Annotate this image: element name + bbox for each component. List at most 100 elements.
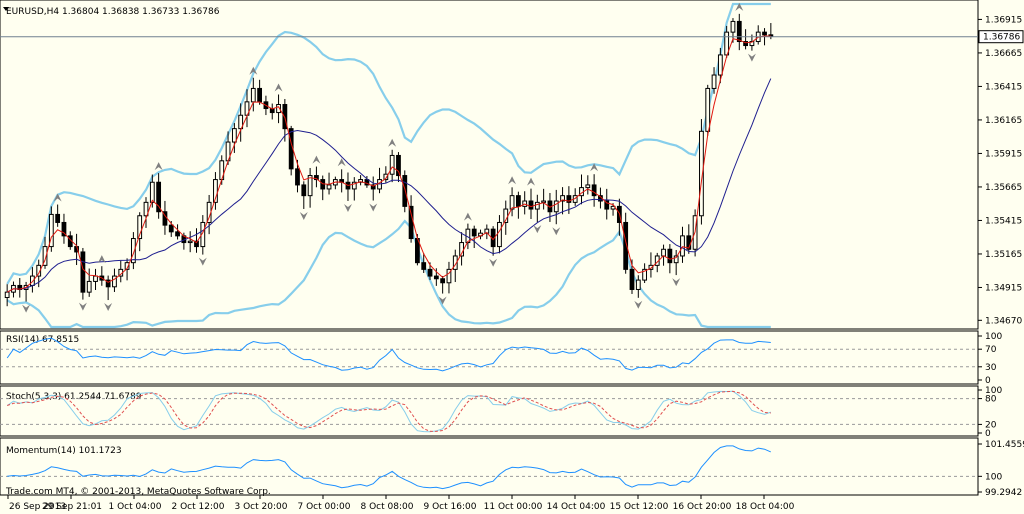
time-tick-label: 15 Oct 12:00 <box>610 502 669 512</box>
candle-body <box>55 213 61 223</box>
candle-body <box>326 184 332 190</box>
candle-body <box>648 264 654 270</box>
time-tick-label: 18 Oct 04:00 <box>736 502 795 512</box>
candle-body <box>515 195 521 207</box>
candle-body <box>358 179 363 183</box>
fractal-up-arrow <box>97 255 106 264</box>
candle-body <box>534 201 540 210</box>
fractal-down-arrow <box>369 203 378 212</box>
time-tick-label: 29 Sep 21:01 <box>42 502 102 512</box>
symbol-line: EURUSD,H4 1.36804 1.36838 1.36733 1.3678… <box>6 7 220 17</box>
price-pane[interactable]: EURUSD,H4 1.36804 1.36838 1.36733 1.3678… <box>0 0 979 330</box>
bollinger-bands <box>6 2 771 329</box>
candle-body <box>130 238 136 264</box>
candle-body <box>421 262 427 270</box>
candle-body <box>149 181 155 203</box>
candle-body <box>383 173 389 181</box>
fractal-down-arrow <box>489 258 498 267</box>
candle-body <box>364 179 370 186</box>
ma-slow-line <box>6 78 772 293</box>
stoch-k-line <box>6 390 771 433</box>
fractal-down-arrow <box>533 225 542 234</box>
candle-body <box>711 74 717 89</box>
candle-body <box>48 213 54 248</box>
candle-body <box>452 255 458 270</box>
indicator-tick-label: 100 <box>985 472 1002 482</box>
momentum-pane[interactable]: Momentum(14) 101.1723 Trade.com MT4, © 2… <box>0 437 1024 498</box>
time-tick-label: 14 Oct 04:00 <box>547 502 606 512</box>
fractal-down-arrow <box>299 211 308 220</box>
candle-body <box>402 175 408 207</box>
candle-body <box>446 268 452 284</box>
time-tick-label: 9 Oct 16:00 <box>424 502 477 512</box>
indicator-tick-label: 70 <box>985 345 997 355</box>
time-tick-label: 11 Oct 00:00 <box>484 502 543 512</box>
time-tick-label: 8 Oct 08:00 <box>361 502 414 512</box>
fractal-down-arrow <box>343 203 352 212</box>
candlesticks <box>4 13 774 307</box>
price-tick-label: 1.36665 <box>985 49 1022 59</box>
candle-body <box>124 262 130 270</box>
chevron-down-icon <box>3 7 9 11</box>
candle-body <box>497 221 502 248</box>
candle-body <box>250 87 256 103</box>
momentum-title: Momentum(14) 101.1723 <box>6 446 122 456</box>
candle-body <box>440 278 446 284</box>
candle-body <box>238 114 244 130</box>
candle-body <box>187 240 193 244</box>
fractal-down-arrow <box>438 296 447 305</box>
candle-body <box>137 215 143 240</box>
price-axis[interactable]: 1.36915 1.36665 1.36415 1.36165 1.35915 1.356… <box>978 15 1024 326</box>
price-tick-label: 1.35915 <box>985 149 1022 159</box>
candle-body <box>408 205 414 240</box>
price-tick-label: 1.35665 <box>985 183 1022 193</box>
indicator-tick-label: 30 <box>985 363 997 373</box>
fractal-up-arrow <box>337 158 346 167</box>
fractal-up-arrow <box>249 66 258 75</box>
candle-body <box>768 34 774 37</box>
candle-body <box>560 195 565 202</box>
candle-body <box>396 154 401 177</box>
candle-body <box>194 240 199 248</box>
candle-body <box>231 128 237 143</box>
candle-body <box>200 221 206 248</box>
candle-body <box>168 224 174 233</box>
candle-body <box>427 268 433 277</box>
fractal-up-arrow <box>463 212 472 221</box>
fractal-up-arrow <box>590 163 599 172</box>
time-tick-label: 3 Oct 20:00 <box>235 502 288 512</box>
indicator-tick-label: 100 <box>985 332 1002 342</box>
candle-body <box>175 231 180 237</box>
price-tick-label: 1.35415 <box>985 216 1022 226</box>
candle-body <box>680 235 685 257</box>
time-tick-label: 2 Oct 12:00 <box>172 502 225 512</box>
candle-body <box>389 154 395 175</box>
fractal-up-arrow <box>508 176 517 185</box>
indicator-tick-label: 101.4559 <box>985 440 1024 450</box>
indicator-tick-label: 0 <box>985 429 991 439</box>
fractal-up-arrow <box>154 162 163 171</box>
time-tick-label: 1 Oct 04:00 <box>109 502 162 512</box>
candle-body <box>93 275 98 282</box>
candle-body <box>351 181 357 190</box>
candle-body <box>86 280 92 293</box>
candle-body <box>604 200 610 210</box>
candle-body <box>699 130 704 217</box>
candle-body <box>301 184 307 197</box>
candle-body <box>661 248 666 257</box>
indicator-tick-label: 20 <box>985 420 997 430</box>
bollinger-lower <box>6 219 771 329</box>
candle-body <box>370 184 376 190</box>
fractal-arrows <box>22 2 756 313</box>
fractal-down-arrow <box>22 304 31 313</box>
current-price-label: 1.36786 <box>983 33 1020 43</box>
candle-body <box>433 275 439 280</box>
candle-body <box>667 248 673 264</box>
fractal-down-arrow <box>552 227 561 236</box>
candle-body <box>105 279 111 288</box>
candle-body <box>471 228 477 237</box>
momentum-line <box>7 445 771 490</box>
